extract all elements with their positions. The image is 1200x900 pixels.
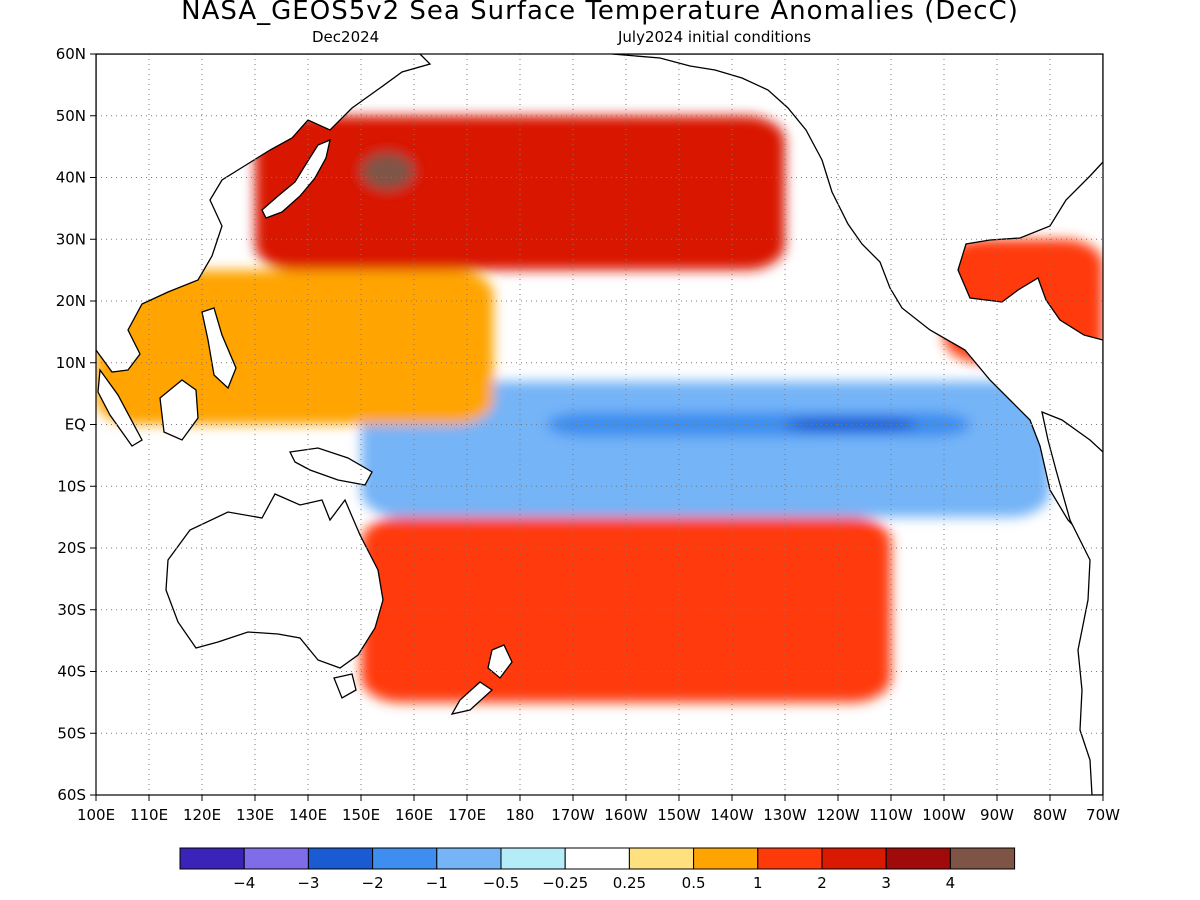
lon-tick-label: 160W (604, 806, 648, 824)
colorbar-label: 4 (946, 874, 956, 892)
lon-tick-label: 80W (1033, 806, 1067, 824)
colorbar-label: −1 (426, 874, 448, 892)
colorbar-label: 0.25 (613, 874, 646, 892)
asia-mainland (96, 54, 432, 373)
new-zealand-landmass (450, 644, 513, 715)
lat-tick-label: 30N (56, 230, 86, 248)
colorbar-label: 3 (881, 874, 891, 892)
anomaly-region (255, 115, 785, 271)
colorbar-swatch (628, 847, 695, 870)
lat-tick-label: 40S (57, 663, 86, 681)
colorbar-swatch (757, 847, 823, 870)
colorbar-swatch (372, 847, 438, 870)
colorbar-swatch (436, 847, 502, 870)
lon-tick-label: 150E (342, 806, 380, 824)
lon-tick-label: 130W (763, 806, 807, 824)
lat-tick-label: 10S (57, 477, 86, 495)
initial-conditions-label: July2024 initial conditions (618, 28, 812, 46)
colorbar-swatch (500, 847, 566, 870)
colorbar (179, 847, 1016, 870)
colorbar-swatch (307, 847, 374, 870)
lon-tick-label: 160E (395, 806, 433, 824)
lat-tick-label: 50S (57, 724, 86, 742)
lon-tick-label: 140E (289, 806, 327, 824)
latitude-labels: 60N 50N 40N 30N 20N 10N EQ 10S 20S 30S 40S 50S 60S (56, 45, 86, 804)
philippines-landmass (201, 307, 237, 390)
lat-tick-label: 20S (57, 539, 86, 557)
lat-tick-label: 20N (56, 292, 86, 310)
lon-tick-label: 170E (448, 806, 486, 824)
colorbar-label: 0.5 (682, 874, 706, 892)
colorbar-label: 1 (753, 874, 763, 892)
anomaly-field (96, 115, 1103, 703)
lat-tick-label: 60N (56, 45, 86, 63)
lon-tick-label: 170W (551, 806, 595, 824)
tasmania-landmass (333, 673, 357, 699)
colorbar-swatch (693, 847, 759, 870)
lon-tick-label: 120W (816, 806, 860, 824)
lat-tick-label: 10N (56, 354, 86, 372)
south-america-landmass (1041, 410, 1103, 795)
colorbar-label: −0.5 (483, 874, 519, 892)
colorbar-label: −2 (362, 874, 384, 892)
colorbar-swatch (564, 847, 630, 870)
lat-tick-label: EQ (65, 416, 86, 434)
lon-tick-label: 130E (236, 806, 274, 824)
lon-tick-label: 110W (869, 806, 913, 824)
lat-tick-label: 30S (57, 601, 86, 619)
borneo-landmass (159, 379, 199, 441)
anomaly-region (361, 152, 414, 190)
colorbar-label: −3 (297, 874, 319, 892)
lon-tick-label: 110E (130, 806, 168, 824)
lon-tick-label: 100E (77, 806, 115, 824)
anomaly-region (96, 270, 494, 425)
colorbar-swatch (179, 847, 245, 870)
lon-tick-label: 140W (710, 806, 754, 824)
lon-tick-label: 150W (657, 806, 701, 824)
australia-landmass (165, 493, 384, 669)
lon-tick-label: 100W (922, 806, 966, 824)
lon-tick-label: 120E (183, 806, 221, 824)
axis-ticks (90, 53, 1104, 801)
colorbar-swatch (885, 847, 951, 870)
japan-landmass (261, 138, 331, 219)
colorbar-swatch (821, 847, 887, 870)
colorbar-label: 2 (817, 874, 827, 892)
lon-tick-label: 180 (506, 806, 535, 824)
colorbar-label: −4 (233, 874, 255, 892)
lon-tick-label: 90W (980, 806, 1014, 824)
lat-tick-label: 60S (57, 786, 86, 804)
colorbar-swatch (949, 847, 1016, 870)
north-america-landmass (611, 54, 1103, 546)
new-guinea-landmass (289, 447, 373, 486)
sumatra-landmass (97, 368, 143, 447)
coastlines (96, 54, 1103, 795)
longitude-labels: 100E 110E 120E 130E 140E 150E 160E 170E 180 170W 1… (77, 806, 1120, 824)
colorbar-label: −0.25 (542, 874, 588, 892)
lon-tick-label: 70W (1086, 806, 1120, 824)
colorbar-labels: −4 −3 −2 −1 −0.5 −0.25 0.25 0.5 1 2 3 4 (233, 874, 955, 892)
lat-tick-label: 50N (56, 107, 86, 125)
colorbar-swatch (243, 847, 309, 870)
map-title: NASA_GEOS5v2 Sea Surface Temperature Ano… (181, 0, 1019, 26)
valid-month-label: Dec2024 (312, 28, 380, 46)
lat-tick-label: 40N (56, 169, 86, 187)
